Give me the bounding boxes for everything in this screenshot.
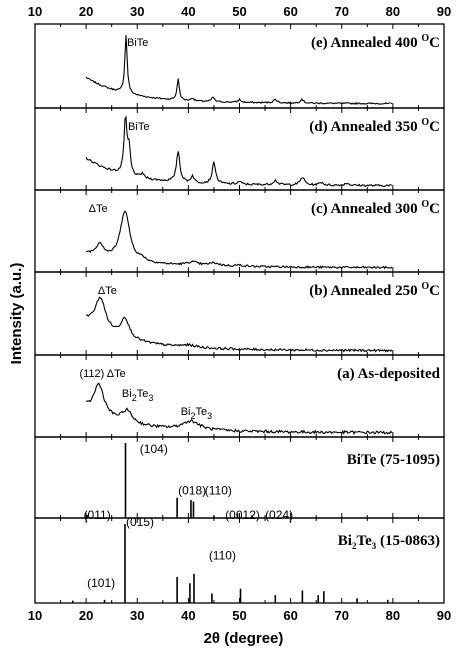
x-axis-title: 2θ (degree): [204, 630, 284, 647]
peak-label: (112) ΔTe: [79, 368, 125, 380]
panel-title-c: (c) Annealed 300 OC: [311, 199, 440, 217]
panel-frame-6: [34, 517, 445, 604]
reference-peak-label: (024): [265, 508, 293, 522]
reference-peak-label: (101): [87, 576, 115, 590]
y-axis-title: Intensity (a.u.): [8, 263, 25, 365]
x-tick-label: 10: [28, 608, 42, 623]
xrd-curve-a: [85, 382, 393, 436]
peak-label: Bi2Te3: [181, 406, 212, 421]
x-tick-label-top: 20: [79, 4, 93, 19]
x-tick-label: 60: [283, 608, 297, 623]
x-tick-label-top: 70: [335, 4, 349, 19]
x-tick-label-top: 90: [437, 4, 451, 19]
x-tick-label: 40: [181, 608, 195, 623]
panel-title-e: (e) Annealed 400 OC: [311, 33, 440, 51]
xrd-curve-d: [85, 115, 392, 188]
panel-frame-5: [34, 436, 445, 519]
reference-peak-label: (0012): [225, 508, 260, 522]
reference-title-Bi2Te3: Bi2Te3 (15-0863): [338, 533, 440, 551]
xrd-curve-e: [85, 35, 393, 105]
panel-title-a: (a) As-deposited: [337, 366, 441, 382]
xrd-curve-b: [85, 296, 393, 353]
reference-title-BiTe: BiTe (75-1095): [347, 452, 440, 468]
x-tick-label-top: 10: [28, 4, 42, 19]
x-tick-label-top: 50: [232, 4, 246, 19]
xrd-curve-c: [86, 210, 393, 270]
reference-peak-label: (018): [178, 483, 206, 497]
peak-label: ΔTe: [98, 285, 117, 297]
x-tick-label: 30: [130, 608, 144, 623]
reference-peak-label: (015): [126, 515, 154, 529]
x-tick-label: 50: [232, 608, 246, 623]
x-tick-label: 20: [79, 608, 93, 623]
reference-peak-label: (110): [209, 548, 236, 562]
x-tick-label: 70: [335, 608, 349, 623]
x-tick-label-top: 60: [283, 4, 297, 19]
x-tick-label-top: 40: [181, 4, 195, 19]
peak-label: BiTe: [128, 121, 149, 133]
reference-peak-label: (011): [84, 508, 111, 522]
reference-peak-label: (104): [140, 442, 168, 456]
x-tick-label-top: 30: [130, 4, 144, 19]
x-tick-label: 80: [386, 608, 400, 623]
panel-title-b: (b) Annealed 250 OC: [309, 281, 440, 299]
panel-title-d: (d) Annealed 350 OC: [309, 117, 440, 135]
peak-label: ΔTe: [89, 203, 108, 215]
peak-label: Bi2Te3: [122, 388, 153, 403]
reference-peak-label: (110): [205, 483, 232, 497]
peak-label: BiTe: [127, 37, 148, 49]
x-tick-label: 90: [437, 608, 451, 623]
x-tick-label-top: 80: [386, 4, 400, 19]
